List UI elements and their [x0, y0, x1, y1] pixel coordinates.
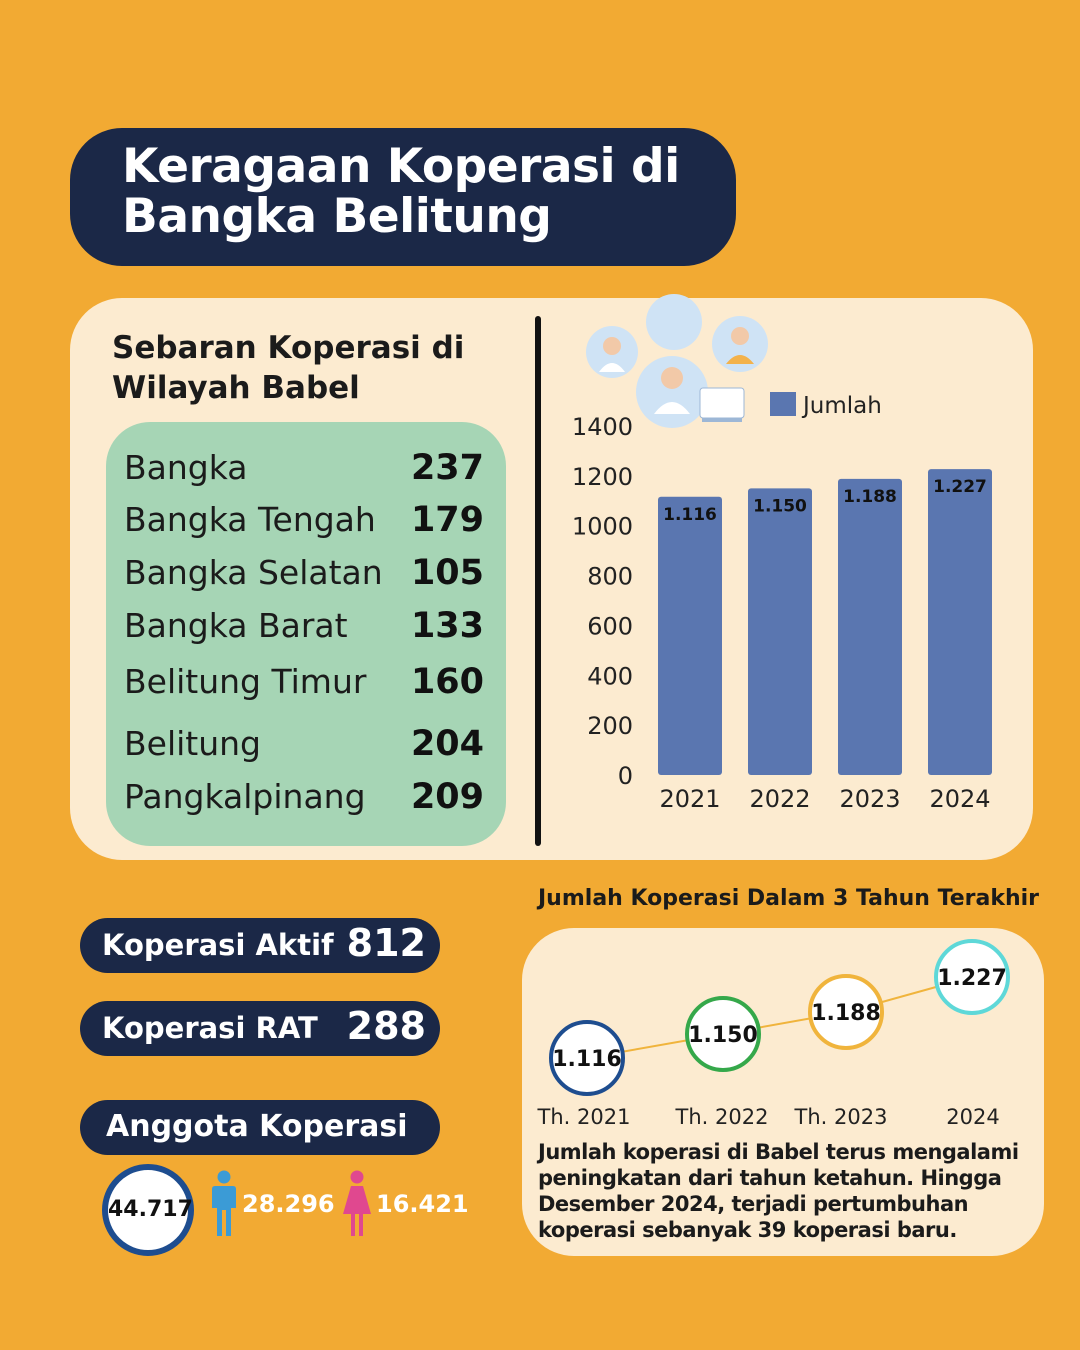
- bar-2023: [838, 478, 902, 775]
- trend-title: Jumlah Koperasi Dalam 3 Tahun Terakhir: [538, 886, 1040, 911]
- trend-point: [808, 974, 884, 1050]
- legend-swatch: [770, 392, 796, 416]
- active-cooperatives-label: Koperasi Aktif: [102, 928, 334, 962]
- region-list: Bangka 237 Bangka Tengah 179 Bangka Sela…: [106, 422, 506, 846]
- trend-line-chart: 1.116 Th. 2021 1.150 Th. 2022 1.188 Th. 2023 1…: [537, 939, 1010, 1129]
- members-pill: Anggota Koperasi: [80, 1100, 440, 1155]
- region-name: Bangka Tengah: [124, 500, 376, 539]
- trend-year-label: Th. 2021: [537, 1105, 631, 1129]
- active-cooperatives-value: 812: [346, 921, 426, 965]
- distribution-heading: Sebaran Koperasi di Wilayah Babel: [112, 328, 464, 408]
- region-name: Pangkalpinang: [124, 777, 366, 816]
- people-illustration-icon: [586, 294, 768, 428]
- region-value: 160: [410, 662, 484, 702]
- y-tick-label: 400: [587, 662, 633, 690]
- region-row: Bangka Barat 133: [124, 606, 484, 652]
- region-row: Pangkalpinang 209: [124, 777, 484, 823]
- trend-year-label: Th. 2022: [675, 1105, 769, 1129]
- bar-2022: [748, 488, 812, 775]
- trend-point-value: 1.188: [811, 1001, 881, 1026]
- bar-data-label: 1.227: [933, 477, 987, 497]
- trend-year-label: 2024: [946, 1105, 999, 1129]
- region-name: Belitung: [124, 724, 261, 763]
- female-icon: [343, 1170, 371, 1236]
- trend-point: [934, 939, 1010, 1015]
- y-tick-label: 1200: [572, 463, 633, 491]
- region-row: Belitung Timur 160: [124, 662, 484, 708]
- legend-label: Jumlah: [801, 393, 882, 419]
- members-label: Anggota Koperasi: [106, 1109, 408, 1144]
- rat-cooperatives-value: 288: [346, 1004, 426, 1048]
- y-tick-label: 800: [587, 563, 633, 591]
- trend-point: [549, 1020, 625, 1096]
- rat-cooperatives-label: Koperasi RAT: [102, 1011, 318, 1045]
- members-total-circle: 44.717: [102, 1164, 194, 1256]
- title-line-1: Keragaan Koperasi di: [122, 139, 680, 194]
- y-tick-label: 600: [587, 612, 633, 640]
- distribution-heading-line-2: Wilayah Babel: [112, 370, 360, 406]
- y-tick-label: 1000: [572, 513, 633, 541]
- x-tick-label: 2023: [839, 785, 900, 813]
- male-icon: [212, 1170, 236, 1236]
- region-name: Bangka Barat: [124, 606, 348, 645]
- region-value: 237: [410, 448, 484, 488]
- trend-point-value: 1.116: [552, 1047, 622, 1072]
- trend-line: [586, 976, 973, 1059]
- active-cooperatives-pill: Koperasi Aktif 812: [80, 918, 440, 973]
- trend-year-label: Th. 2023: [794, 1105, 888, 1129]
- y-tick-label: 0: [618, 762, 633, 790]
- y-tick-label: 1400: [572, 413, 633, 441]
- bar-data-label: 1.150: [753, 496, 807, 516]
- trend-point-value: 1.150: [688, 1023, 758, 1048]
- members-male-value: 28.296: [242, 1190, 335, 1218]
- bar-data-label: 1.188: [843, 487, 897, 507]
- title-banner: Keragaan Koperasi di Bangka Belitung: [70, 128, 736, 266]
- x-tick-label: 2021: [659, 785, 720, 813]
- region-value: 204: [410, 724, 484, 764]
- rat-cooperatives-pill: Koperasi RAT 288: [80, 1001, 440, 1056]
- y-tick-label: 200: [587, 712, 633, 740]
- region-row: Bangka 237: [124, 448, 484, 494]
- distribution-heading-line-1: Sebaran Koperasi di: [112, 330, 465, 366]
- title-line-2: Bangka Belitung: [122, 189, 552, 244]
- region-row: Bangka Tengah 179: [124, 500, 484, 546]
- region-name: Belitung Timur: [124, 662, 367, 701]
- x-tick-label: 2022: [749, 785, 810, 813]
- region-value: 105: [410, 553, 484, 593]
- region-name: Bangka Selatan: [124, 553, 383, 592]
- region-value: 209: [410, 777, 484, 817]
- members-female-value: 16.421: [376, 1190, 469, 1218]
- trend-point: [685, 996, 761, 1072]
- bar-chart: 0 200 400 600 800 1000 1200 1400 1.116 2021 1.150 2…: [572, 392, 992, 813]
- bar-2024: [928, 469, 992, 775]
- region-value: 133: [410, 606, 484, 646]
- x-tick-label: 2024: [929, 785, 990, 813]
- bar-data-label: 1.116: [663, 505, 717, 525]
- region-row: Bangka Selatan 105: [124, 553, 484, 599]
- region-value: 179: [410, 500, 484, 540]
- panel-divider: [535, 316, 541, 846]
- bar-2021: [658, 496, 722, 775]
- region-row: Belitung 204: [124, 724, 484, 770]
- region-name: Bangka: [124, 448, 248, 487]
- trend-point-value: 1.227: [937, 966, 1007, 991]
- trend-note: Jumlah koperasi di Babel terus mengalami…: [538, 1140, 1019, 1242]
